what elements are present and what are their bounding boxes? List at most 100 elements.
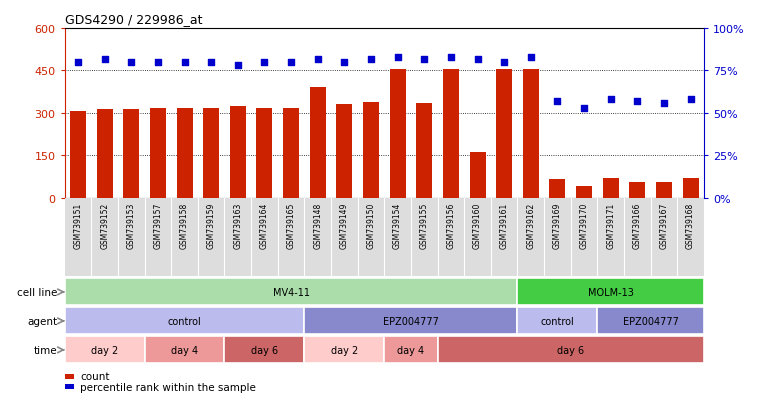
Text: GSM739152: GSM739152 (100, 202, 109, 248)
Text: GSM739151: GSM739151 (74, 202, 82, 248)
Bar (177, 109, 193, 198)
Bar (224, 337, 304, 363)
Text: GSM739161: GSM739161 (500, 202, 508, 248)
Text: GSM739165: GSM739165 (287, 202, 295, 249)
Point (391, 55, 403, 61)
Bar (70, 112, 86, 198)
Point (312, 56, 324, 63)
Bar (310, 88, 326, 198)
Text: GSM739168: GSM739168 (686, 202, 695, 248)
Text: GSM739171: GSM739171 (607, 202, 615, 248)
Bar (123, 110, 139, 198)
Text: GSM739169: GSM739169 (553, 202, 562, 249)
Bar (145, 337, 224, 363)
Bar (363, 103, 379, 198)
Point (524, 55, 537, 61)
Text: MV4-11: MV4-11 (272, 287, 310, 297)
Bar (576, 187, 592, 198)
Bar (304, 337, 384, 363)
Text: day 4: day 4 (171, 345, 198, 355)
Point (205, 59, 218, 66)
Bar (438, 337, 704, 363)
Bar (416, 104, 432, 198)
Bar (230, 107, 246, 198)
Bar (523, 70, 539, 198)
Text: control: control (540, 316, 575, 326)
Bar (97, 109, 113, 198)
Point (72, 59, 84, 66)
Bar (443, 70, 459, 198)
Text: day 2: day 2 (91, 345, 118, 355)
Bar (304, 308, 517, 335)
Text: cell line: cell line (17, 287, 57, 297)
Point (631, 98, 643, 105)
Text: GSM739160: GSM739160 (473, 202, 482, 249)
Bar (65, 308, 304, 335)
Point (471, 56, 484, 63)
Bar (203, 109, 219, 198)
Point (231, 63, 244, 69)
Bar (256, 109, 272, 198)
Text: EPZ004777: EPZ004777 (622, 316, 679, 326)
Text: GSM739159: GSM739159 (207, 202, 215, 249)
Bar (629, 183, 645, 198)
Point (178, 59, 190, 66)
Bar (549, 180, 565, 198)
Text: agent: agent (27, 316, 57, 326)
Text: GSM739162: GSM739162 (527, 202, 535, 248)
Bar (384, 337, 438, 363)
Text: GSM739156: GSM739156 (447, 202, 455, 249)
Text: day 2: day 2 (331, 345, 358, 355)
Point (684, 97, 696, 103)
Bar (390, 70, 406, 198)
Point (285, 59, 297, 66)
Point (658, 100, 670, 107)
Bar (656, 183, 672, 198)
Text: GSM739148: GSM739148 (314, 202, 322, 248)
Text: percentile rank within the sample: percentile rank within the sample (80, 382, 256, 392)
Text: GSM739167: GSM739167 (660, 202, 668, 249)
Text: day 6: day 6 (557, 345, 584, 355)
Point (444, 55, 457, 61)
Text: GSM739157: GSM739157 (154, 202, 162, 249)
Bar (470, 153, 486, 198)
Point (419, 56, 431, 63)
Point (578, 105, 590, 112)
Text: GSM739150: GSM739150 (367, 202, 375, 249)
Text: count: count (80, 371, 110, 381)
Text: day 4: day 4 (397, 345, 425, 355)
Bar (283, 109, 299, 198)
Bar (683, 178, 699, 198)
Bar (336, 105, 352, 198)
Text: control: control (167, 316, 202, 326)
Bar (65, 337, 145, 363)
Text: EPZ004777: EPZ004777 (383, 316, 439, 326)
Text: GSM739155: GSM739155 (420, 202, 428, 249)
Text: GSM739163: GSM739163 (234, 202, 242, 249)
Bar (150, 109, 166, 198)
Text: GSM739170: GSM739170 (580, 202, 588, 249)
Point (151, 59, 164, 66)
Text: day 6: day 6 (251, 345, 278, 355)
Bar (603, 178, 619, 198)
Point (365, 56, 377, 63)
Point (258, 59, 271, 66)
Text: GSM739158: GSM739158 (180, 202, 189, 248)
Bar (65, 279, 517, 306)
Bar (517, 308, 597, 335)
Text: GDS4290 / 229986_at: GDS4290 / 229986_at (65, 13, 202, 26)
Text: time: time (33, 345, 57, 355)
Text: GSM739153: GSM739153 (127, 202, 135, 249)
Text: GSM739154: GSM739154 (393, 202, 402, 249)
Point (125, 59, 137, 66)
Bar (496, 70, 512, 198)
Point (498, 59, 510, 66)
Point (98, 56, 111, 63)
Point (604, 97, 616, 103)
Point (551, 98, 563, 105)
Text: MOLM-13: MOLM-13 (587, 287, 634, 297)
Text: GSM739164: GSM739164 (260, 202, 269, 249)
Text: GSM739149: GSM739149 (340, 202, 349, 249)
Text: GSM739166: GSM739166 (633, 202, 642, 249)
Bar (597, 308, 704, 335)
